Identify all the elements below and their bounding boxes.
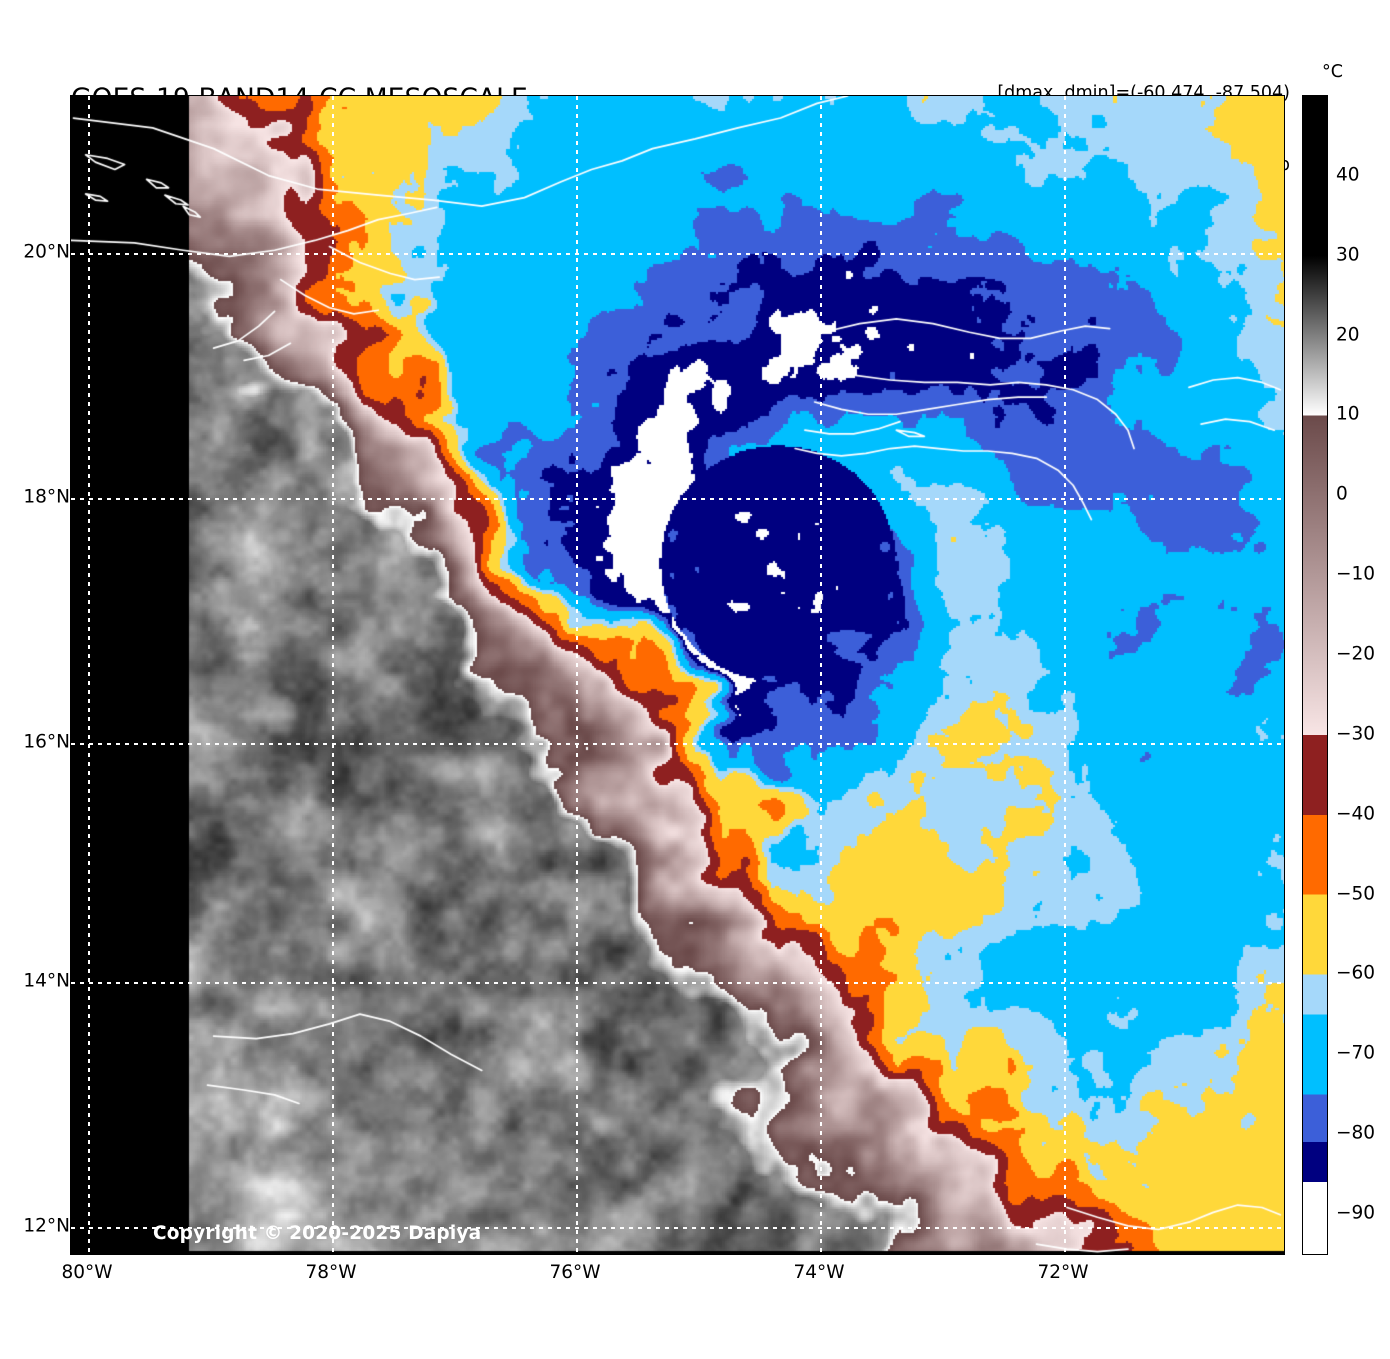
colorbar-tick--80: −80 bbox=[1336, 1122, 1376, 1144]
colorbar-tick--20: −20 bbox=[1336, 643, 1376, 665]
lat-tick-14: 14°N bbox=[23, 970, 70, 992]
colorbar-tick-10: 10 bbox=[1336, 403, 1360, 425]
colorbar-gradient bbox=[1303, 96, 1327, 1254]
colorbar-tick-30: 30 bbox=[1336, 244, 1360, 266]
lat-tick-12: 12°N bbox=[23, 1215, 70, 1237]
satellite-imagery-canvas bbox=[71, 96, 1284, 1254]
lon-tick-80: 80°W bbox=[61, 1262, 113, 1283]
lon-tick-78: 78°W bbox=[305, 1262, 357, 1283]
colorbar-tick--90: −90 bbox=[1336, 1202, 1376, 1224]
colorbar-tick--40: −40 bbox=[1336, 803, 1376, 825]
colorbar-tick--50: −50 bbox=[1336, 883, 1376, 905]
colorbar-tick--30: −30 bbox=[1336, 723, 1376, 745]
lat-tick-20: 20°N bbox=[23, 241, 70, 263]
colorbar-tick--70: −70 bbox=[1336, 1042, 1376, 1064]
lat-tick-16: 16°N bbox=[23, 731, 70, 753]
lon-tick-74: 74°W bbox=[793, 1262, 845, 1283]
lat-tick-18: 18°N bbox=[23, 486, 70, 508]
colorbar-tick-40: 40 bbox=[1336, 164, 1360, 186]
colorbar-unit-label: °C bbox=[1322, 62, 1343, 82]
satellite-image-plot: Copyright © 2020-2025 Dapiya bbox=[70, 95, 1285, 1255]
lon-tick-72: 72°W bbox=[1037, 1262, 1089, 1283]
colorbar-tick-0: 0 bbox=[1336, 483, 1348, 505]
colorbar-tick--10: −10 bbox=[1336, 563, 1376, 585]
temperature-colorbar bbox=[1302, 95, 1328, 1255]
colorbar-tick-20: 20 bbox=[1336, 324, 1360, 346]
lon-tick-76: 76°W bbox=[549, 1262, 601, 1283]
colorbar-tick--60: −60 bbox=[1336, 962, 1376, 984]
copyright-notice: Copyright © 2020-2025 Dapiya bbox=[153, 1223, 482, 1244]
